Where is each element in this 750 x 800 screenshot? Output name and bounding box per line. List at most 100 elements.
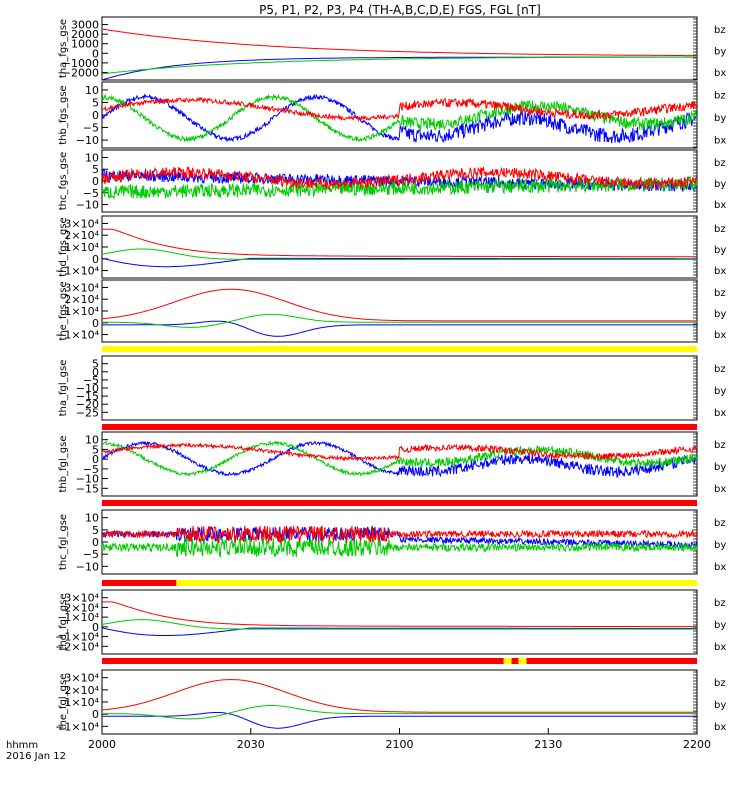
series-bz xyxy=(102,442,697,462)
y-axis-label: thc_fgs_gse xyxy=(58,152,69,211)
y-tick-label: 0 xyxy=(92,621,99,634)
y-tick-label: 3000 xyxy=(71,19,99,32)
y-axis-label: tha_fgl_gse xyxy=(58,360,69,417)
legend-bz: bz xyxy=(714,678,726,689)
y-tick-label: 0 xyxy=(92,253,99,266)
legend-bx: bx xyxy=(714,266,726,277)
y-tick-label: −10 xyxy=(76,560,99,573)
legend-bx: bx xyxy=(714,330,726,341)
legend-bz: bz xyxy=(714,224,726,235)
y-tick-label: −5 xyxy=(83,122,99,135)
series-bz xyxy=(102,524,697,544)
legend-bz: bz xyxy=(714,158,726,169)
y-tick-label: −1×10⁴ xyxy=(55,329,99,342)
y-tick-label: 2000 xyxy=(71,28,99,41)
y-tick-label: 0 xyxy=(92,317,99,330)
y-tick-label: 1000 xyxy=(71,38,99,51)
series-bx xyxy=(102,257,697,268)
legend-by: by xyxy=(714,386,726,397)
y-tick-label: −1000 xyxy=(62,57,99,70)
y-tick-label: 0 xyxy=(92,109,99,122)
series-bx xyxy=(102,320,697,337)
flag-bar xyxy=(102,500,697,506)
y-tick-label: −5 xyxy=(83,463,99,476)
series-bz xyxy=(102,601,697,628)
y-axis-label: tha_fgs_gse xyxy=(58,19,69,78)
panel-tha_fgl_gse: 50−5−10−15−20−25 tha_fgl_gse bz by bx xyxy=(58,355,726,421)
legend-by: by xyxy=(714,620,726,631)
flag-segment-on xyxy=(176,580,697,586)
y-tick-label: 2×10⁴ xyxy=(64,601,99,614)
y-tick-label: −10 xyxy=(76,134,99,147)
y-tick-label: −20 xyxy=(76,398,99,411)
y-tick-label: 3×10⁴ xyxy=(64,281,99,294)
x-tick-label: 2200 xyxy=(683,738,711,751)
legend-bz: bz xyxy=(714,288,726,299)
y-tick-label: −1×10⁴ xyxy=(55,720,99,733)
legend-bx: bx xyxy=(714,484,726,495)
y-tick-label: 10 xyxy=(85,84,99,97)
flag-bar xyxy=(102,580,697,586)
legend-by: by xyxy=(714,309,726,320)
y-tick-label: −10 xyxy=(76,199,99,212)
y-axis-label: thd_fgl_gse xyxy=(58,594,69,651)
series-bx xyxy=(102,712,697,729)
y-tick-label: −1×10⁴ xyxy=(55,631,99,644)
y-tick-label: 5 xyxy=(92,96,99,109)
y-tick-label: −15 xyxy=(76,482,99,495)
legend-by: by xyxy=(714,113,726,124)
y-tick-label: 5 xyxy=(92,358,99,371)
y-tick-label: 1×10⁴ xyxy=(64,241,99,254)
y-tick-label: −5 xyxy=(83,374,99,387)
legend-bz: bz xyxy=(714,518,726,529)
y-tick-label: −1×10⁴ xyxy=(55,265,99,278)
y-tick-label: 10 xyxy=(85,151,99,164)
y-tick-label: 1×10⁴ xyxy=(64,696,99,709)
legend-bx: bx xyxy=(714,68,726,79)
legend-bz: bz xyxy=(714,440,726,451)
figure-title: P5, P1, P2, P3, P4 (TH-A,B,C,D,E) FGS, F… xyxy=(259,3,541,17)
panel-frame xyxy=(101,669,698,735)
series-by xyxy=(102,619,697,630)
flag-segment-off xyxy=(102,580,177,586)
x-unit-label: hhmm xyxy=(6,740,38,751)
y-axis-label: thb_fgl_gse xyxy=(58,436,69,493)
legend-bz: bz xyxy=(714,364,726,375)
time-axis: 2000 2030 2100 2130 2200 xyxy=(88,728,711,751)
y-tick-label: −2000 xyxy=(62,66,99,79)
y-tick-label: 0 xyxy=(92,47,99,60)
series-bz xyxy=(102,96,697,123)
series-bz xyxy=(102,228,697,258)
series-bz xyxy=(102,678,697,713)
legend-bx: bx xyxy=(714,642,726,653)
series-bx xyxy=(102,440,697,478)
legend-by: by xyxy=(714,540,726,551)
y-tick-label: 10 xyxy=(85,512,99,525)
flag-bar xyxy=(102,658,697,664)
y-tick-label: 5 xyxy=(92,443,99,456)
series-bx xyxy=(102,56,697,80)
y-tick-label: 2×10⁴ xyxy=(64,684,99,697)
y-tick-label: 1×10⁴ xyxy=(64,611,99,624)
date-label: 2016 Jan 12 xyxy=(6,751,66,762)
y-axis-label: the_fgl_gse xyxy=(58,674,69,731)
flag-segment-off xyxy=(102,424,697,430)
legend-by: by xyxy=(714,179,726,190)
panel-frame xyxy=(101,589,698,655)
flag-bar xyxy=(102,346,697,352)
legend-bx: bx xyxy=(714,408,726,419)
flag-segment-off xyxy=(102,658,697,664)
y-tick-label: −5 xyxy=(83,187,99,200)
y-tick-label: 0 xyxy=(92,453,99,466)
legend-by: by xyxy=(714,47,726,58)
legend-bx: bx xyxy=(714,200,726,211)
x-tick-label: 2030 xyxy=(237,738,265,751)
flag-segment-off xyxy=(102,500,697,506)
series-by xyxy=(102,174,697,200)
